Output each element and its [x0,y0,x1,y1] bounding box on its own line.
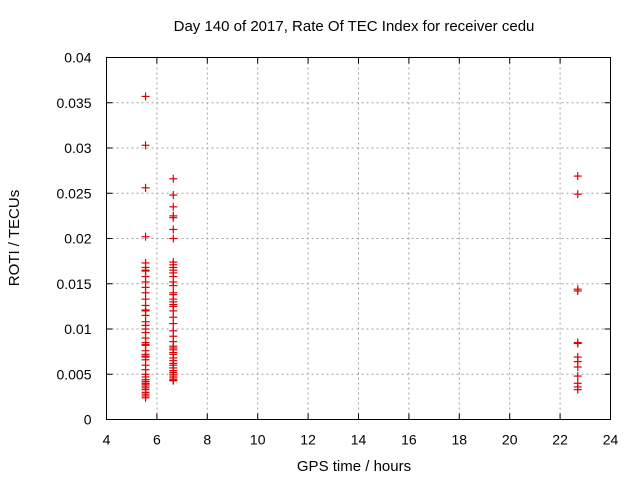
y-tick-label: 0.04 [64,50,91,66]
data-point [573,385,582,394]
data-point [169,319,178,328]
x-tick-label: 20 [502,432,518,448]
chart-title: Day 140 of 2017, Rate Of TEC Index for r… [174,18,535,35]
data-point [141,141,150,150]
x-tick-label: 8 [203,432,211,448]
data-point [141,393,150,402]
y-tick-label: 0.005 [56,366,91,382]
y-tick-label: 0.02 [64,231,91,247]
y-tick-label: 0.015 [56,276,91,292]
x-tick-label: 14 [351,432,367,448]
data-point [169,191,178,200]
x-tick-label: 24 [603,432,619,448]
data-point [169,213,178,222]
y-tick-label: 0.01 [64,321,91,337]
x-tick-label: 18 [452,432,468,448]
y-tick-label: 0 [84,412,92,428]
axis-ticks [106,57,611,420]
data-point [141,183,150,192]
data-point [169,174,178,183]
grid [106,57,611,420]
data-point [573,190,582,199]
x-tick-label: 22 [552,432,568,448]
y-tick-label: 0.035 [56,95,91,111]
data-point [169,234,178,243]
data-points [141,92,582,402]
y-tick-labels: 0 0.005 0.01 0.015 0.02 0.025 0.03 0.035 0.04 [56,50,91,428]
y-axis-title: ROTI / TECUs [6,190,23,286]
x-tick-label: 12 [300,432,316,448]
data-point [169,376,178,385]
data-point [573,286,582,295]
x-tick-label: 10 [250,432,266,448]
data-point [169,225,178,234]
x-tick-labels: 4 6 8 10 12 14 16 18 20 22 24 [103,432,619,448]
data-point [573,363,582,372]
data-point [573,172,582,181]
data-point [573,339,582,348]
data-point [141,232,150,241]
data-point [141,92,150,101]
x-tick-label: 6 [153,432,161,448]
y-tick-label: 0.03 [64,140,91,156]
x-tick-label: 16 [401,432,417,448]
x-tick-label: 4 [103,432,111,448]
data-point [573,372,582,381]
x-axis-title: GPS time / hours [297,458,411,475]
data-point [169,281,178,290]
y-tick-label: 0.025 [56,185,91,201]
data-point [169,202,178,211]
